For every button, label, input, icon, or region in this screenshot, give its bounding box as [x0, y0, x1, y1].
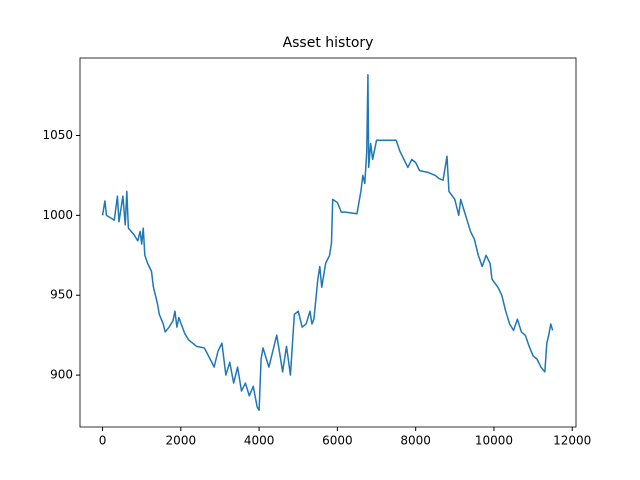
y-tick-label: 950 — [50, 288, 73, 302]
y-tick-label: 900 — [50, 368, 73, 382]
y-tick-label: 1050 — [42, 128, 73, 142]
x-tick-label: 2000 — [166, 434, 197, 448]
x-tick-label: 6000 — [322, 434, 353, 448]
plot-frame — [79, 57, 577, 428]
x-tick-label: 12000 — [553, 434, 591, 448]
chart-title: Asset history — [283, 35, 374, 51]
x-tick-label: 4000 — [244, 434, 275, 448]
x-tick-label: 10000 — [475, 434, 513, 448]
y-tick-label: 1000 — [42, 208, 73, 222]
data-line — [101, 74, 554, 411]
x-tick-label: 0 — [99, 434, 107, 448]
x-tick-label: 8000 — [400, 434, 431, 448]
